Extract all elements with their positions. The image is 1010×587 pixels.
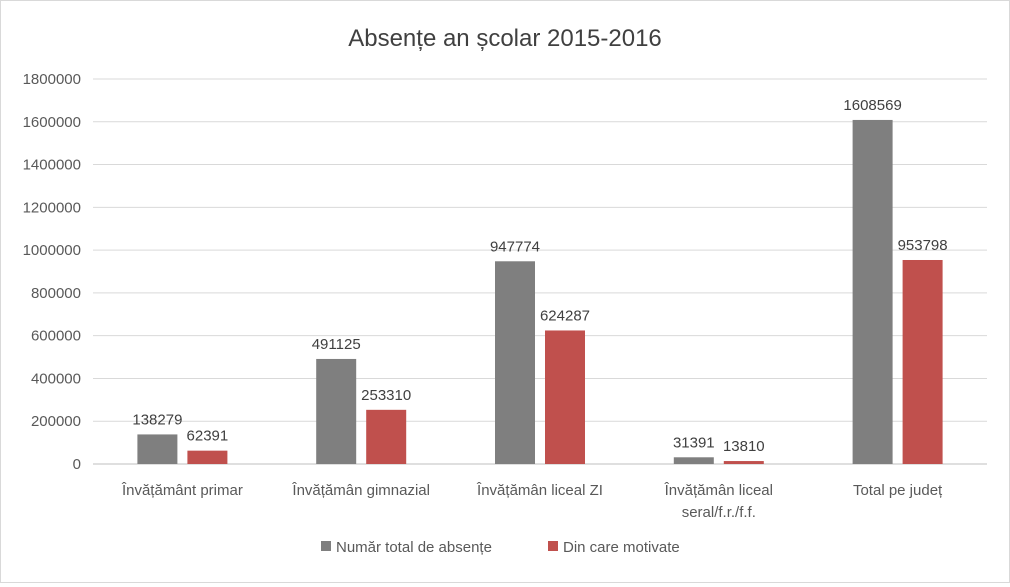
y-tick-label: 800000	[31, 285, 81, 302]
legend-item: Număr total de absențe	[321, 539, 492, 556]
data-label: 491125	[312, 336, 361, 353]
bar	[852, 119, 893, 465]
data-labels: 138279 62391 491125 253310 947774 624287 31391…	[132, 97, 947, 455]
bar	[316, 358, 357, 464]
legend-label: Din care motivate	[563, 539, 680, 556]
bar	[495, 261, 535, 464]
y-tick-label: 1000000	[23, 242, 81, 259]
x-tick-label: Învățămân liceal ZI	[476, 482, 603, 499]
bar	[137, 434, 178, 464]
x-axis: Învățământ primar Învățămân gimnazial Învă…	[121, 482, 943, 521]
chart-title: Absențe an școlar 2015-2016	[348, 25, 662, 52]
data-label: 947774	[490, 238, 540, 255]
bar	[187, 450, 228, 464]
bar	[366, 409, 407, 464]
data-label: 13810	[723, 438, 765, 455]
y-tick-label: 1600000	[23, 114, 81, 131]
y-tick-label: 400000	[31, 370, 81, 387]
legend-swatch	[548, 541, 558, 551]
y-tick-label: 1800000	[23, 71, 81, 88]
data-label: 62391	[187, 428, 229, 445]
legend-label: Număr total de absențe	[336, 539, 492, 556]
y-axis: 0 200000 400000 600000 800000 1000000 1200000 1…	[23, 71, 81, 473]
bars	[137, 119, 943, 465]
y-tick-label: 200000	[31, 413, 81, 430]
gridlines	[93, 78, 987, 465]
data-label: 624287	[540, 307, 590, 324]
data-label: 953798	[898, 237, 948, 254]
data-label: 31391	[673, 434, 715, 451]
bar	[902, 259, 943, 464]
legend: Număr total de absențe Din care motivate	[321, 539, 680, 556]
bar	[545, 330, 585, 464]
data-label: 253310	[361, 387, 411, 404]
y-tick-label: 0	[73, 456, 81, 473]
x-tick-label: Învățămân gimnazial	[291, 482, 430, 499]
y-tick-label: 1200000	[23, 199, 81, 216]
bar	[723, 461, 764, 464]
y-tick-label: 1400000	[23, 157, 81, 174]
x-tick-label: Învățămân liceal seral/f.r./f.f.	[664, 482, 773, 521]
data-label: 138279	[132, 411, 182, 428]
y-tick-label: 600000	[31, 328, 81, 345]
legend-swatch	[321, 541, 331, 551]
x-tick-label: Învățământ primar	[121, 482, 243, 499]
legend-item: Din care motivate	[548, 539, 680, 556]
bar	[673, 457, 714, 464]
data-label: 1608569	[843, 97, 901, 114]
x-tick-label: Total pe județ	[853, 482, 943, 499]
